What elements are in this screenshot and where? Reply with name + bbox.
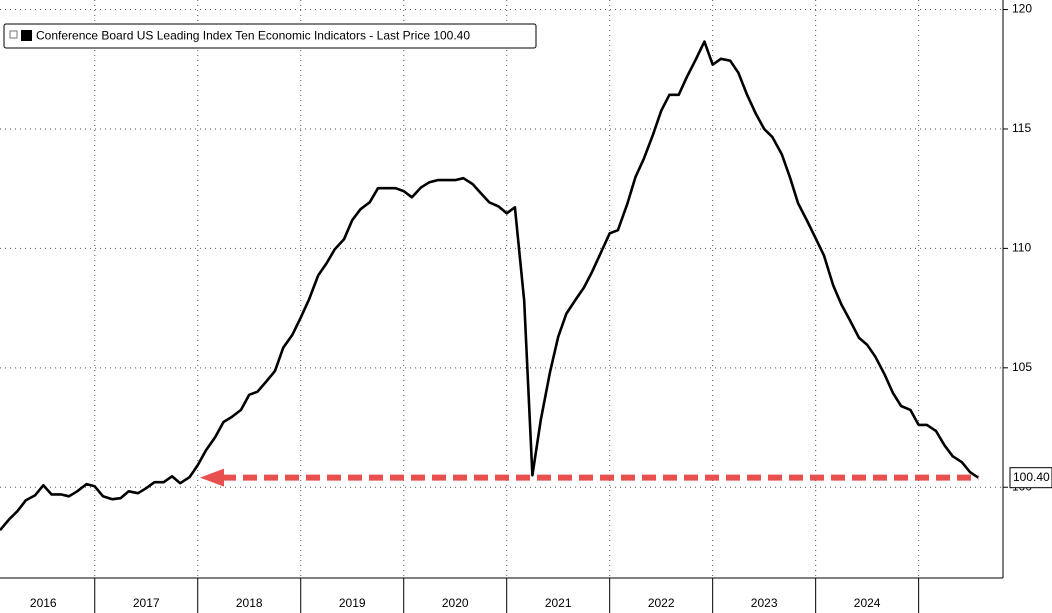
last-value-box xyxy=(1009,467,1052,489)
x-tick-label: 2017 xyxy=(133,596,160,610)
x-tick-label: 2021 xyxy=(545,596,572,610)
last-value-label: 100.40 xyxy=(1013,470,1050,484)
y-tick-label: 105 xyxy=(1012,360,1032,374)
legend-label: Conference Board US Leading Index Ten Ec… xyxy=(36,29,470,43)
legend-expand xyxy=(9,30,18,39)
y-tick-label: 110 xyxy=(1012,241,1031,255)
x-tick-label: 2023 xyxy=(751,596,778,610)
x-tick-label: 2016 xyxy=(30,596,57,610)
legend: Conference Board US Leading Index Ten Ec… xyxy=(3,23,537,49)
arrow-head xyxy=(200,468,224,487)
y-tick-label: 120 xyxy=(1012,2,1032,16)
x-tick-label: 2022 xyxy=(648,596,675,610)
series-line xyxy=(0,40,980,532)
x-tick-label: 2024 xyxy=(854,596,881,610)
legend-box xyxy=(3,23,537,49)
x-tick-label: 2018 xyxy=(236,596,263,610)
x-tick-label: 2020 xyxy=(442,596,469,610)
y-tick-label: 115 xyxy=(1012,121,1031,135)
legend-swatch xyxy=(21,30,32,41)
x-tick-label: 2019 xyxy=(339,596,366,610)
